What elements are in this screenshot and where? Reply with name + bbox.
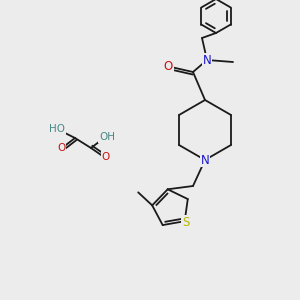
Text: N: N xyxy=(202,53,211,67)
Text: N: N xyxy=(201,154,209,166)
Text: S: S xyxy=(182,216,189,229)
Text: O: O xyxy=(164,59,172,73)
Text: OH: OH xyxy=(99,132,115,142)
Text: HO: HO xyxy=(49,124,65,134)
Text: O: O xyxy=(57,143,65,153)
Text: O: O xyxy=(102,152,110,162)
